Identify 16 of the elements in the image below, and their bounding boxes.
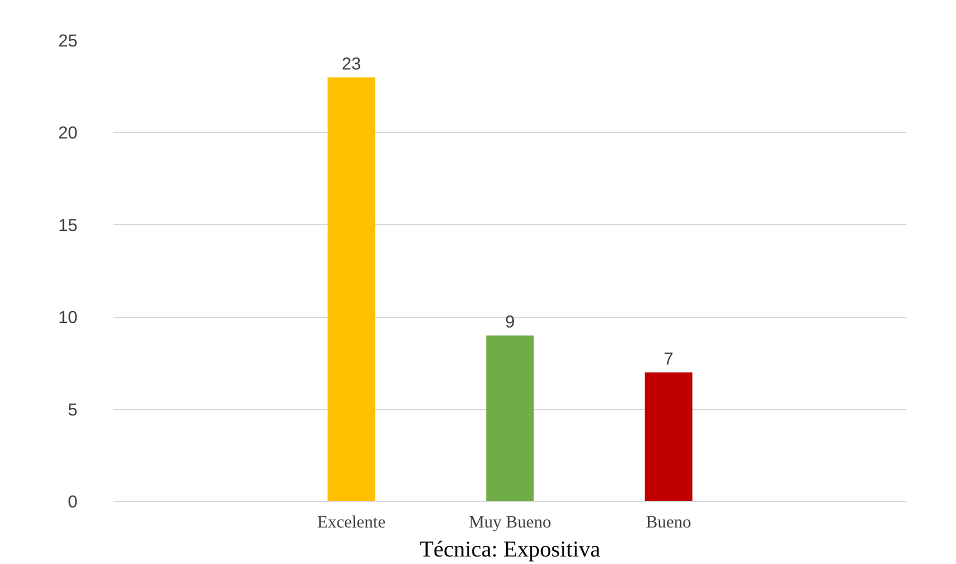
y-tick-label: 0: [68, 492, 78, 512]
bar: [644, 372, 692, 502]
y-tick-label: 15: [58, 214, 78, 235]
y-tick-label: 10: [58, 307, 78, 328]
y-tick-label: 5: [68, 399, 78, 420]
x-tick-label: Bueno: [646, 512, 692, 532]
data-label: 7: [664, 348, 674, 368]
x-tick-label: Muy Bueno: [468, 512, 552, 532]
y-tick-label: 25: [58, 30, 78, 50]
y-tick-label: 20: [58, 122, 78, 143]
bar: [328, 77, 376, 502]
data-label: 23: [342, 53, 362, 74]
x-axis-title: Técnica: Expositiva: [420, 536, 600, 562]
data-label: 9: [505, 312, 515, 332]
x-tick-label: Excelente: [317, 512, 386, 532]
bar: [486, 336, 534, 502]
